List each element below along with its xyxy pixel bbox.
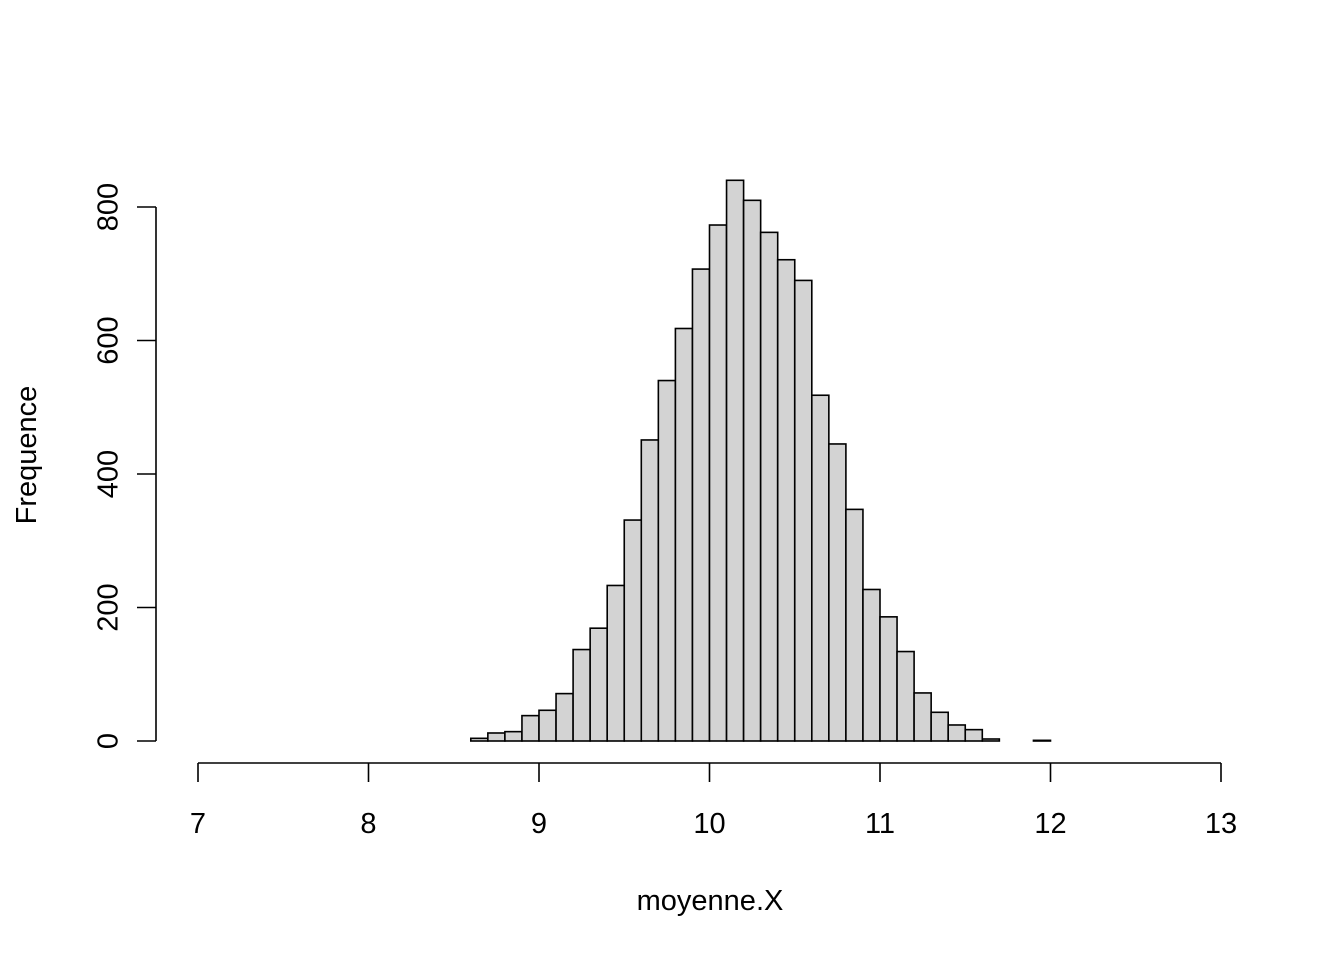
x-tick-label-5: 12 xyxy=(1034,808,1066,840)
x-axis: 7 8 9 10 11 12 13 xyxy=(190,762,1237,840)
y-tick-label-4: 800 xyxy=(93,183,125,231)
y-tick-label-2: 400 xyxy=(93,450,125,498)
histogram-bar-22 xyxy=(759,231,779,742)
histogram-bar-18 xyxy=(691,268,711,742)
histogram-bar-7 xyxy=(504,730,523,742)
y-tick-label-3: 600 xyxy=(93,316,125,364)
histogram-bar-25 xyxy=(810,394,830,742)
histogram-bar-13 xyxy=(606,584,626,742)
histogram-bar-30 xyxy=(896,650,915,742)
y-axis: 0 200 400 600 800 xyxy=(93,183,157,749)
histogram-bar-33 xyxy=(947,724,967,742)
histogram-bar-8 xyxy=(521,714,540,742)
histogram-bar-26 xyxy=(828,443,847,742)
histogram-bar-16 xyxy=(657,379,677,742)
histogram-bar-38 xyxy=(1032,739,1052,742)
bars-layer xyxy=(469,179,1052,742)
histogram-bar-27 xyxy=(845,508,864,742)
histogram-bar-32 xyxy=(930,711,950,742)
histogram-bar-29 xyxy=(879,616,898,742)
histogram-bar-9 xyxy=(538,709,557,742)
histogram-bar-5 xyxy=(469,737,489,742)
x-tick-label-2: 9 xyxy=(531,808,547,840)
histogram-bar-21 xyxy=(742,199,762,742)
histogram-bar-6 xyxy=(487,732,506,742)
histogram-bar-31 xyxy=(913,692,932,742)
y-tick-label-1: 200 xyxy=(93,583,125,631)
x-tick-label-6: 13 xyxy=(1205,808,1237,840)
histogram-bar-19 xyxy=(708,224,728,742)
histogram-bar-11 xyxy=(572,648,591,742)
histogram-bar-35 xyxy=(981,738,1001,742)
histogram-bar-15 xyxy=(640,439,660,742)
histogram-bar-14 xyxy=(623,519,643,742)
x-tick-label-3: 10 xyxy=(693,808,725,840)
histogram-bar-28 xyxy=(862,588,881,742)
y-axis-label: Frequence xyxy=(11,386,43,525)
histogram-bar-10 xyxy=(555,692,574,742)
histogram-bar-17 xyxy=(674,327,694,742)
histogram-bar-20 xyxy=(725,179,745,742)
y-tick-label-0: 0 xyxy=(93,733,125,749)
histogram-bar-24 xyxy=(793,279,813,742)
x-axis-label: moyenne.X xyxy=(637,885,784,917)
x-tick-label-0: 7 xyxy=(190,808,206,840)
histogram-bar-23 xyxy=(776,258,796,742)
x-tick-label-4: 11 xyxy=(865,808,895,840)
x-tick-label-1: 8 xyxy=(360,808,376,840)
histogram-bar-12 xyxy=(589,627,609,742)
histogram-bar-34 xyxy=(964,728,984,742)
